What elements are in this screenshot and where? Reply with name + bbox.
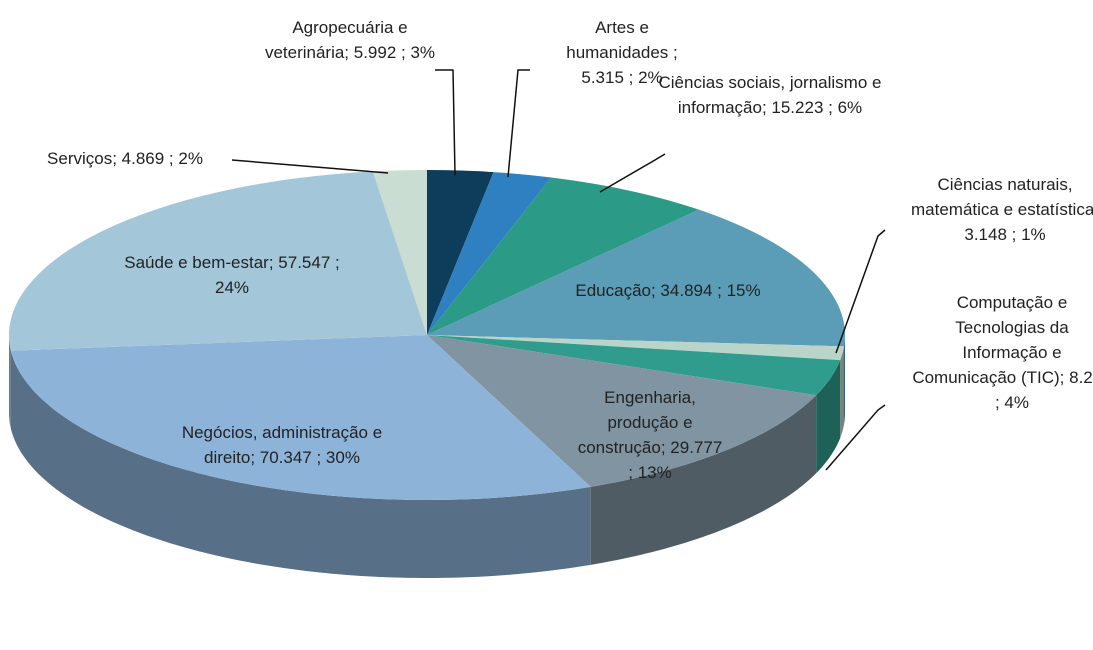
slice-side xyxy=(590,395,817,565)
slice-side xyxy=(844,335,845,425)
slice xyxy=(427,170,494,335)
leader-line xyxy=(507,69,530,178)
data-label: Educação; 34.894 ; 15% xyxy=(575,281,761,300)
data-label: Saúde e bem-estar; 57.547 ; 24% xyxy=(124,253,340,297)
slice xyxy=(10,335,591,500)
data-label: Ciências sociais, jornalismo e informaçã… xyxy=(658,73,882,117)
data-label: Agropecuária e veterinária; 5.992 ; 3% xyxy=(264,18,436,62)
slice xyxy=(427,335,817,487)
leader-line xyxy=(435,69,456,176)
slice-side xyxy=(816,360,841,474)
slice xyxy=(427,209,845,347)
slice xyxy=(427,335,845,361)
slice xyxy=(427,177,699,335)
leader-line xyxy=(835,229,886,354)
data-label: Artes e humanidades ; 5.315 ; 2% xyxy=(566,18,678,87)
data-label: Computação e Tecnologias da Informação e… xyxy=(912,293,1093,412)
slice xyxy=(427,335,841,396)
data-label: Serviços; 4.869 ; 2% xyxy=(47,149,203,168)
leader-line xyxy=(599,153,666,193)
slice-side xyxy=(10,350,591,578)
slice xyxy=(427,172,552,335)
slice-side xyxy=(9,335,11,429)
slice-side xyxy=(840,346,845,439)
data-label: Engenharia, produção e construção; 29.77… xyxy=(577,388,723,482)
slice xyxy=(372,170,427,335)
leader-line xyxy=(231,159,389,174)
data-label: Negócios, administração e direito; 70.34… xyxy=(181,423,383,467)
slice xyxy=(9,171,428,351)
leader-line xyxy=(825,404,886,471)
data-label: Ciências naturais, matemática e estatíst… xyxy=(910,175,1093,244)
